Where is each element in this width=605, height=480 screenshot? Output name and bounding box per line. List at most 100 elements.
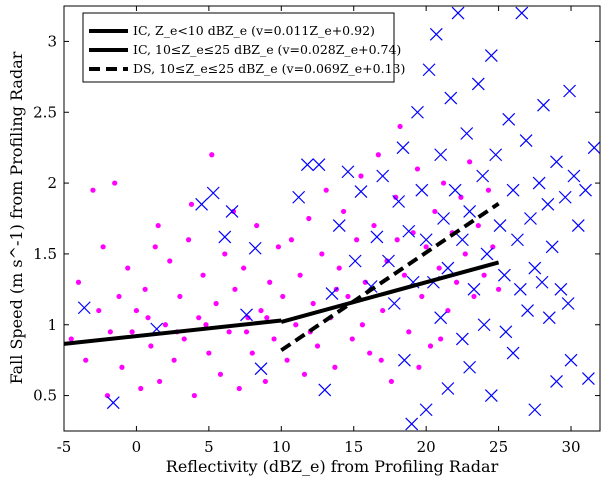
fit-lines xyxy=(63,201,500,352)
ic-point-71 xyxy=(397,123,403,130)
ds-point-8 xyxy=(248,241,262,255)
x-tick-label-6: 25 xyxy=(489,438,508,456)
ic-point-61 xyxy=(354,237,360,243)
ds-point-60 xyxy=(541,197,555,211)
ic-point-57 xyxy=(336,265,342,271)
ds-point-48 xyxy=(489,148,503,162)
ds-point-20 xyxy=(370,230,384,244)
ic-point-80 xyxy=(436,265,442,271)
ic-point-51 xyxy=(310,300,316,307)
ic-point-21 xyxy=(177,293,183,300)
ds-point-50 xyxy=(497,268,511,282)
ic-point-43 xyxy=(275,244,281,250)
ic-point-108 xyxy=(416,364,422,370)
ds-point-30 xyxy=(419,233,433,247)
ic-point-105 xyxy=(359,322,366,328)
ds-point-45 xyxy=(476,169,490,183)
legend-label-ds: DS, 10≤Z_e≤25 dBZ_e (v=0.069Z_e+0.13) xyxy=(133,61,405,76)
ic-point-90 xyxy=(481,272,487,278)
ic-point-75 xyxy=(414,166,421,172)
ic-point-34 xyxy=(236,385,242,392)
ds-point-13 xyxy=(318,383,332,397)
ic-point-69 xyxy=(388,378,394,385)
ds-point-88 xyxy=(513,282,527,296)
ds-point-22 xyxy=(382,254,395,268)
ds-point-10 xyxy=(292,190,306,204)
ic-point-7 xyxy=(112,180,118,186)
ic-point-5 xyxy=(100,244,106,250)
ds-point-51 xyxy=(502,112,516,126)
axis-ticks: -5 0 5 10 15 20 25 30 0.5 1 1.5 2 2.5 3 xyxy=(33,6,600,456)
ic-point-33 xyxy=(232,286,238,292)
ds-point-11 xyxy=(300,158,314,172)
ds-point-47 xyxy=(484,49,498,63)
ds-point-12 xyxy=(312,158,326,172)
ic-point-44 xyxy=(280,293,286,300)
fit-line-1 xyxy=(280,260,500,324)
ds-point-17 xyxy=(348,254,362,268)
y-axis-title: Fall Speed (m s^-1) from Profiling Radar xyxy=(7,51,26,384)
ic-point-17 xyxy=(157,378,163,385)
ic-point-38 xyxy=(254,222,260,229)
x-axis-title-main: Reflectivity (dBZ_e) from Profiling Rada… xyxy=(166,457,499,476)
ds-point-81 xyxy=(477,318,491,332)
data-points xyxy=(68,6,601,431)
ds-point-63 xyxy=(554,282,568,296)
legend-label-ic-high: IC, 10≤Z_e≤25 dBZ_e (v=0.028Z_e+0.74) xyxy=(133,42,401,57)
y-tick-label-5: 3 xyxy=(47,32,57,50)
ds-point-75 xyxy=(506,346,520,360)
legend: IC, Z_e<10 dBZ_e (v=0.011Z_e+0.92) IC, 1… xyxy=(82,12,405,83)
ic-point-12 xyxy=(133,307,140,314)
ds-point-23 xyxy=(387,297,401,310)
ic-point-68 xyxy=(384,258,390,264)
ds-point-68 xyxy=(579,183,592,197)
ic-point-48 xyxy=(297,272,303,278)
x-tick-label-3: 10 xyxy=(272,438,291,456)
ic-point-25 xyxy=(196,315,202,321)
ds-point-55 xyxy=(519,134,533,148)
ic-point-59 xyxy=(345,293,351,300)
ic-point-19 xyxy=(167,258,173,264)
ic-point-94 xyxy=(155,222,161,229)
ic-point-27 xyxy=(206,350,212,356)
ds-point-4 xyxy=(206,186,220,200)
ic-point-28 xyxy=(209,152,215,158)
ds-point-7 xyxy=(240,308,253,322)
ic-point-1 xyxy=(75,279,82,285)
ds-point-5 xyxy=(218,230,232,244)
ds-point-69 xyxy=(587,141,601,155)
ic-point-24 xyxy=(191,392,197,399)
x-tick-label-5: 20 xyxy=(417,438,436,456)
ic-point-52 xyxy=(314,343,321,349)
ic-point-2 xyxy=(83,357,89,363)
ds-point-78 xyxy=(564,353,578,367)
ic-point-29 xyxy=(213,300,219,307)
y-tick-label-2: 1.5 xyxy=(33,245,57,263)
ds-point-38 xyxy=(448,183,462,197)
ic-point-62 xyxy=(358,173,364,179)
ds-point-53 xyxy=(511,233,524,247)
ic-point-72 xyxy=(401,272,408,278)
ds-point-33 xyxy=(429,27,443,41)
ic-point-18 xyxy=(162,322,169,328)
ds-point-62 xyxy=(550,155,563,169)
ds-point-86 xyxy=(398,353,411,367)
ds-point-74 xyxy=(484,389,498,403)
ds-point-34 xyxy=(434,148,448,162)
ds-point-72 xyxy=(441,382,455,395)
ic-point-36 xyxy=(245,315,251,321)
ic-point-67 xyxy=(380,307,386,314)
ic-point-46 xyxy=(288,237,295,243)
ic-point-73 xyxy=(406,329,412,335)
y-tick-label-1: 1 xyxy=(47,316,57,334)
ds-point-49 xyxy=(493,219,507,233)
ds-point-58 xyxy=(532,176,546,190)
ds-point-9 xyxy=(254,362,268,376)
ds-point-25 xyxy=(396,141,410,155)
ic-point-97 xyxy=(107,329,113,335)
ic-point-79 xyxy=(432,208,438,215)
ds-point-24 xyxy=(392,195,406,208)
ic-point-3 xyxy=(90,187,96,193)
ds-point-76 xyxy=(528,403,542,417)
ic-point-96 xyxy=(230,208,237,215)
